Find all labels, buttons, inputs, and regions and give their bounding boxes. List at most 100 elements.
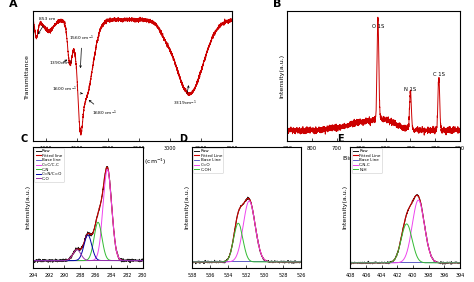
C-OH — [236, 222, 241, 225]
C=O — [263, 259, 268, 262]
C-N — [90, 243, 96, 246]
Text: O 1S: O 1S — [372, 24, 384, 29]
Base line — [140, 258, 146, 261]
Fitted line — [120, 259, 126, 262]
Line: C-OH: C-OH — [192, 223, 301, 262]
Y-axis label: Intensity(a.u.): Intensity(a.u.) — [280, 54, 284, 98]
Fitted Line — [414, 193, 420, 197]
Text: N 1S: N 1S — [404, 87, 417, 92]
Base Line — [377, 261, 383, 264]
Fitted Line — [457, 261, 463, 265]
N-H — [444, 261, 449, 265]
Raw — [90, 232, 96, 235]
C-O — [140, 259, 146, 262]
Base Line — [219, 259, 225, 263]
C-O — [74, 248, 80, 251]
Raw — [111, 233, 117, 236]
C-N-C — [388, 261, 393, 265]
Raw — [421, 220, 427, 223]
Raw — [255, 239, 261, 242]
Base line — [120, 258, 126, 261]
C=C/C-C — [120, 259, 126, 262]
Fitted Line — [219, 260, 224, 264]
Text: D: D — [179, 134, 187, 144]
Base line — [90, 258, 96, 261]
Text: E: E — [337, 134, 344, 144]
Raw — [440, 263, 446, 266]
C-N — [66, 259, 72, 262]
C-N — [120, 259, 126, 262]
Legend: Raw, Fitted Line, Base Line, C=O, C-OH: Raw, Fitted Line, Base Line, C=O, C-OH — [193, 148, 223, 173]
C=C/C-C — [66, 259, 72, 262]
Fitted Line — [189, 260, 195, 264]
Raw — [245, 195, 251, 199]
C=C/C-C — [90, 259, 96, 262]
C-OH — [229, 245, 235, 248]
Raw — [57, 259, 63, 263]
Raw — [285, 260, 291, 263]
Raw — [128, 261, 133, 265]
N-H — [378, 261, 383, 265]
Raw — [388, 261, 393, 264]
C=N/C=O — [66, 259, 72, 262]
C-O — [66, 257, 72, 261]
Raw — [219, 260, 225, 263]
C-OH — [298, 260, 304, 264]
N-H — [457, 261, 463, 265]
C=C/C-C — [57, 259, 63, 262]
Raw — [414, 193, 420, 196]
Fitted Line — [347, 261, 353, 265]
Text: 1390cm$^{-1}$: 1390cm$^{-1}$ — [49, 59, 73, 68]
Raw — [219, 260, 224, 264]
N-H — [347, 261, 353, 265]
Y-axis label: Intensity(a.u.): Intensity(a.u.) — [343, 185, 347, 229]
Base Line — [298, 259, 304, 263]
C-N-C — [421, 221, 427, 224]
Base line — [111, 258, 117, 261]
N-H — [421, 261, 427, 264]
C=N/C=O — [90, 248, 96, 252]
Text: 853 cm: 853 cm — [38, 17, 55, 34]
Fitted Line — [285, 260, 291, 264]
Line: Raw: Raw — [33, 166, 143, 263]
C=O — [219, 260, 224, 264]
Base Line — [414, 261, 419, 264]
C=C/C-C — [111, 235, 117, 239]
C-N — [57, 259, 63, 262]
Text: A: A — [9, 0, 18, 9]
Raw — [140, 259, 146, 262]
Base line — [67, 258, 73, 261]
Raw — [30, 258, 36, 261]
Raw — [193, 262, 199, 265]
C-N-C — [457, 261, 463, 265]
C-N-C — [413, 202, 419, 206]
Raw — [377, 261, 383, 265]
C=C/C-C — [30, 259, 36, 262]
Fitted Line — [377, 261, 383, 265]
Base Line — [263, 259, 268, 263]
Fitted line — [66, 257, 72, 261]
Fitted line — [90, 231, 96, 235]
Line: C-O: C-O — [33, 250, 143, 261]
Fitted Line — [421, 221, 427, 224]
Fitted Line — [229, 244, 235, 247]
Fitted Line — [413, 194, 419, 197]
Fitted Line — [444, 261, 449, 265]
Fitted Line — [263, 259, 268, 262]
Base Line — [347, 261, 353, 264]
Line: N-H: N-H — [350, 224, 460, 263]
Line: Fitted line: Fitted line — [33, 167, 143, 261]
Base Line — [285, 259, 291, 263]
C=N/C=O — [111, 259, 117, 262]
C=O — [255, 239, 261, 243]
C-N — [140, 259, 146, 262]
Line: C=N/C=O: C=N/C=O — [33, 235, 143, 261]
Fitted line — [104, 165, 110, 169]
Base Line — [388, 261, 394, 264]
Fitted Line — [378, 261, 383, 265]
Raw — [377, 261, 383, 265]
Raw — [457, 261, 463, 265]
Y-axis label: Intensity(a.u.): Intensity(a.u.) — [184, 185, 189, 229]
Raw — [413, 194, 419, 197]
Text: 3319cm$^{-1}$: 3319cm$^{-1}$ — [173, 86, 197, 108]
